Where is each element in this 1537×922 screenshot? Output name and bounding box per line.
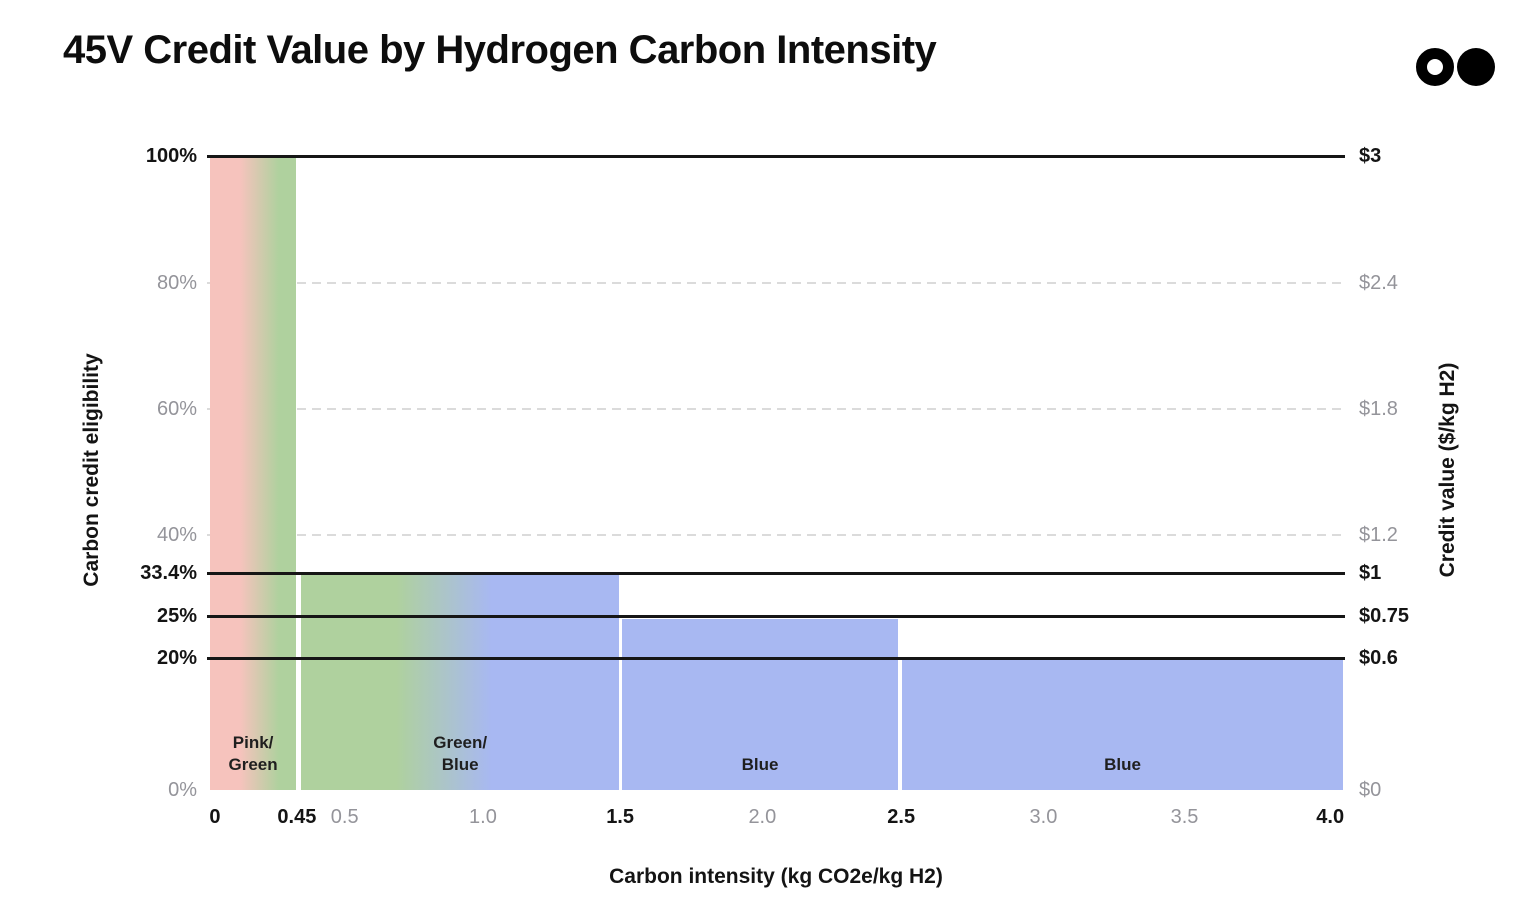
bar-label: Green/Blue [433, 733, 488, 774]
right-y-tick-label: $0.75 [1359, 605, 1410, 628]
plot-area: Pink/Green Green/Blue Blue Blue [207, 155, 1345, 790]
reference-line [207, 572, 1345, 576]
right-y-tick-label: $3 [1359, 145, 1382, 167]
left-y-tick-label: 80% [156, 271, 197, 294]
left-y-tick-label: 20% [156, 647, 197, 670]
dashed-gridline [207, 281, 1345, 284]
x-tick-label: 0.5 [330, 806, 359, 828]
filled-circle-icon [1457, 48, 1495, 86]
left-y-tick-label: 0% [168, 779, 197, 801]
right-y-tick-label: $0.6 [1359, 647, 1398, 670]
right-y-tick-label: $2.4 [1359, 271, 1398, 294]
reference-line [207, 657, 1345, 661]
left-y-tick-label: 25% [156, 605, 197, 628]
x-tick-label: 1.0 [469, 806, 497, 828]
ring-circle-icon [1416, 48, 1454, 86]
left-axis-title: Carbon credit eligibility [80, 353, 103, 587]
page-title: 45V Credit Value by Hydrogen Carbon Inte… [63, 28, 937, 72]
x-axis-title: Carbon intensity (kg CO2e/kg H2) [609, 865, 943, 888]
reference-line [207, 615, 1345, 619]
bar-green-blue-1: Green/Blue [301, 575, 619, 790]
x-tick-label: 0 [209, 806, 221, 828]
left-y-tick-label: 33.4% [140, 562, 197, 585]
left-y-tick-label: 60% [156, 397, 197, 420]
bar-blue-3: Blue [902, 660, 1343, 790]
left-y-tick-label: 40% [156, 524, 197, 547]
right-y-tick-label: $0 [1359, 779, 1382, 801]
x-tick-label: 1.5 [606, 806, 634, 828]
x-tick-label: 3.5 [1170, 806, 1199, 828]
bar-blue-2: Blue [622, 618, 898, 790]
dashed-gridline [207, 534, 1345, 537]
bar-label: Blue [741, 755, 779, 774]
bar-label: Blue [1104, 755, 1141, 774]
left-y-tick-label: 100% [145, 145, 197, 167]
x-tick-label: 3.0 [1029, 806, 1058, 828]
x-tick-label: 2.0 [748, 806, 777, 828]
two-circles-logo [1416, 48, 1495, 86]
x-tick-label: 2.5 [887, 806, 916, 828]
right-y-tick-label: $1.8 [1359, 397, 1398, 420]
x-tick-label: 4.0 [1316, 806, 1345, 828]
bar-pink-green-0: Pink/Green [210, 157, 296, 790]
reference-line [207, 155, 1345, 158]
bar-label: Pink/Green [228, 733, 278, 774]
right-axis-title: Credit value ($/kg H2) [1436, 362, 1459, 578]
right-y-tick-label: $1.2 [1359, 524, 1398, 547]
dashed-gridline [207, 407, 1345, 410]
x-tick-label: 0.45 [277, 806, 317, 828]
right-y-tick-label: $1 [1359, 562, 1382, 585]
